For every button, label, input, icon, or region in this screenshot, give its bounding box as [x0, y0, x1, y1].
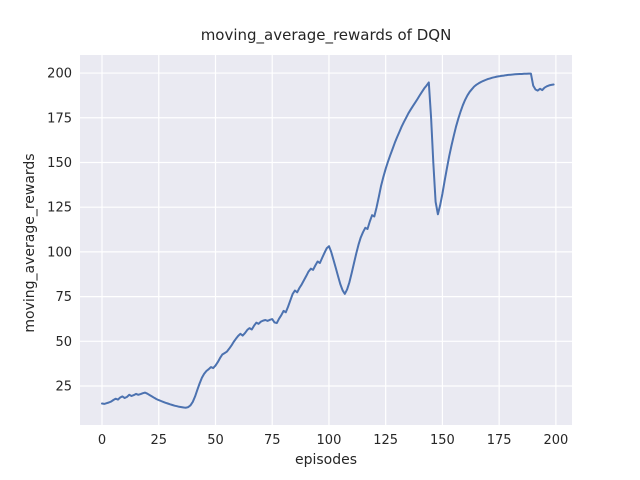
- y-axis-label: moving_average_rewards: [22, 153, 38, 333]
- plot-area: [80, 55, 572, 425]
- x-tick-label: 0: [98, 433, 106, 448]
- x-axis-label: episodes: [294, 452, 358, 468]
- y-tick-label: 150: [47, 156, 72, 171]
- y-tick-label: 75: [55, 290, 72, 305]
- x-tick-label: 200: [543, 433, 568, 448]
- y-tick-label: 125: [47, 201, 72, 216]
- x-tick-label: 25: [150, 433, 167, 448]
- y-tick-label: 100: [47, 245, 72, 260]
- y-tick-label: 175: [47, 111, 72, 126]
- x-tick-label: 150: [430, 433, 455, 448]
- x-tick-label: 125: [373, 433, 398, 448]
- reward-line: [101, 72, 555, 409]
- y-tick-label: 50: [55, 335, 72, 350]
- y-tick-label: 200: [47, 67, 72, 82]
- x-tick-label: 100: [317, 433, 342, 448]
- x-tick-label: 175: [487, 433, 512, 448]
- x-tick-label: 75: [264, 433, 281, 448]
- x-tick-label: 50: [207, 433, 224, 448]
- y-tick-label: 25: [55, 380, 72, 395]
- chart-title: moving_average_rewards of DQN: [200, 26, 452, 44]
